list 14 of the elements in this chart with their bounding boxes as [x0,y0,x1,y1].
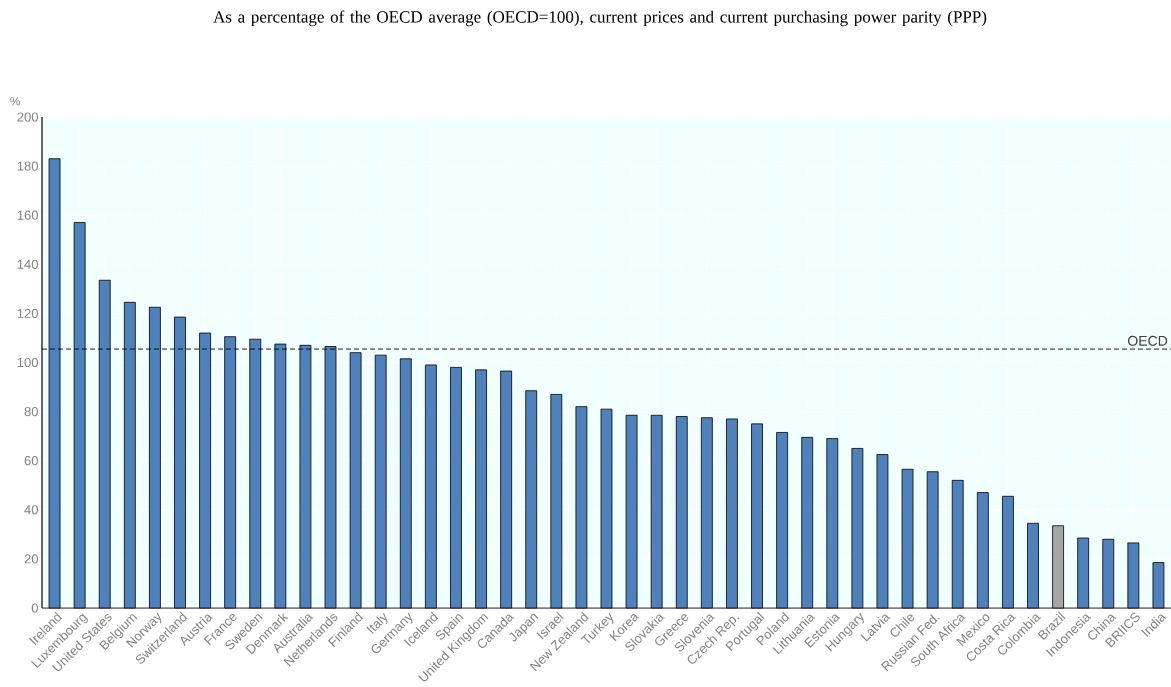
y-tick-label: 200 [17,112,38,122]
y-tick-label: 40 [24,505,38,515]
chart-title: As a percentage of the OECD average (OECD=100), current prices and current purchasing power parity (PPP) [213,10,987,27]
y-tick-label: 100 [17,357,38,368]
ref-line-label: OECD [1127,335,1168,346]
y-tick-label: 160 [17,210,38,220]
y-tick-label: 20 [24,554,38,564]
y-tick-label: 180 [17,161,38,171]
y-axis-title: % [10,97,21,106]
y-tick-label: 140 [17,259,38,269]
y-tick-label: 60 [24,456,38,466]
y-tick-label: 120 [17,308,38,318]
y-tick-label: 0 [31,603,38,613]
y-tick-label: 80 [24,406,38,417]
